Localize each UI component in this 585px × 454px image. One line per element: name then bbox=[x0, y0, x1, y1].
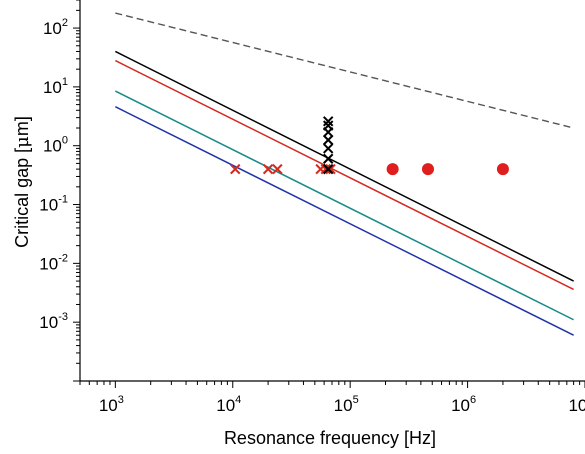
series-6-point-3 bbox=[322, 134, 334, 146]
y-tick-label-exponent: 1 bbox=[62, 76, 68, 88]
y-tick-label-base: 10 bbox=[39, 313, 58, 332]
series-6-point-2 bbox=[322, 126, 334, 138]
y-tick-label: 10-1 bbox=[39, 194, 68, 215]
series-7-point-0 bbox=[386, 163, 399, 176]
series-line-0 bbox=[115, 12, 574, 129]
y-tick-label-base: 10 bbox=[39, 196, 58, 215]
x-tick-label-exponent: 4 bbox=[235, 394, 241, 406]
y-tick-label: 100 bbox=[43, 135, 68, 156]
series-line-3 bbox=[115, 90, 574, 321]
x-tick-label-base: 10 bbox=[568, 396, 585, 415]
y-tick-label-exponent: 0 bbox=[62, 135, 68, 147]
y-axis-title-suffix: m] bbox=[12, 116, 32, 136]
x-tick-label: 103 bbox=[99, 394, 124, 415]
y-tick-label: 10-2 bbox=[39, 252, 68, 273]
x-tick-label-exponent: 5 bbox=[353, 394, 359, 406]
y-tick-label: 101 bbox=[43, 76, 68, 97]
series-7-point-2 bbox=[496, 163, 509, 176]
y-tick-label-exponent: -2 bbox=[58, 252, 68, 264]
series-5-point-2 bbox=[272, 163, 283, 175]
x-tick-label-base: 10 bbox=[334, 396, 353, 415]
x-tick-label: 105 bbox=[334, 394, 359, 415]
y-tick-label-base: 10 bbox=[39, 254, 58, 273]
series-5-point-5 bbox=[325, 163, 336, 175]
x-tick-label-base: 10 bbox=[216, 396, 235, 415]
axes bbox=[79, 0, 585, 382]
x-tick-label: 104 bbox=[216, 394, 241, 415]
series-6-point-4 bbox=[322, 143, 334, 154]
series-line-2 bbox=[115, 59, 574, 291]
x-axis-title: Resonance frequency [Hz] bbox=[224, 428, 436, 448]
y-tick-label-base: 10 bbox=[43, 78, 62, 97]
y-tick-label-base: 10 bbox=[43, 137, 62, 156]
y-tick-label-exponent: -3 bbox=[58, 311, 68, 323]
series-6-point-0 bbox=[322, 116, 334, 127]
x-tick-label-base: 10 bbox=[451, 396, 470, 415]
y-tick-label: 10-3 bbox=[39, 311, 68, 332]
y-tick-label-exponent: -1 bbox=[58, 194, 68, 206]
y-axis-title: Critical gap [μm] bbox=[12, 116, 33, 248]
y-axis-title-prefix: Critical gap [ bbox=[12, 148, 32, 248]
x-tick-label-exponent: 3 bbox=[118, 394, 124, 406]
series-6-point-6 bbox=[322, 163, 334, 175]
x-tick-label-base: 10 bbox=[99, 396, 118, 415]
x-tick-label: 106 bbox=[451, 394, 476, 415]
y-tick-label-base: 10 bbox=[43, 19, 62, 38]
plot-area bbox=[115, 12, 574, 336]
x-tick-label-exponent: 6 bbox=[470, 394, 476, 406]
y-tick-label: 102 bbox=[43, 17, 68, 38]
series-5-point-0 bbox=[230, 163, 241, 175]
series-line-1 bbox=[115, 50, 574, 282]
series-5-point-1 bbox=[262, 163, 274, 175]
x-tick-label: 107 bbox=[568, 394, 585, 415]
y-tick-label-exponent: 2 bbox=[62, 17, 68, 29]
series-line-4 bbox=[115, 106, 574, 336]
series-6-point-5 bbox=[322, 153, 334, 164]
series-7-point-1 bbox=[421, 163, 434, 176]
y-axis-title-unit-symbol: μ bbox=[12, 136, 33, 148]
